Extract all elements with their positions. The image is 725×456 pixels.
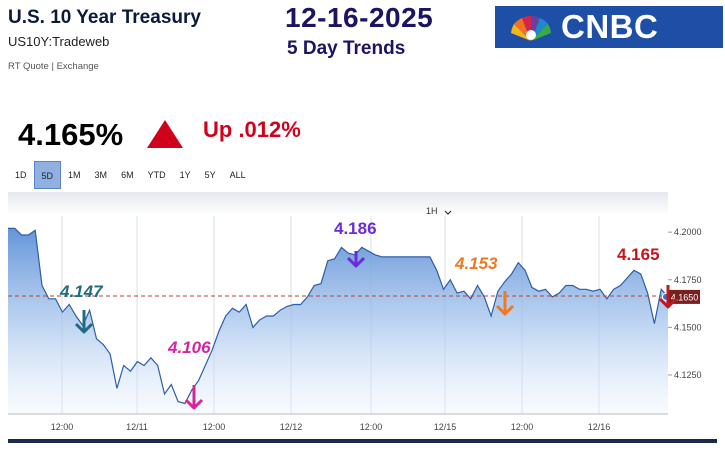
range-selector: 1D 5D 1M 3M 6M YTD 1Y 5Y ALL <box>8 161 253 189</box>
y-tick-label: 4.1500 <box>674 322 702 332</box>
interval-selector[interactable]: 1H <box>426 206 452 216</box>
x-tick-label: 12/11 <box>126 422 148 432</box>
range-1d-button[interactable]: 1D <box>15 170 27 180</box>
annotation-arrow-icon <box>74 310 94 334</box>
price-series-line <box>8 227 669 405</box>
price-chart: 1H 4.1650 4.147 4.106 4.186 4.153 4.165 4.20… <box>8 192 702 432</box>
annotation-label: 4.186 <box>334 219 377 238</box>
up-triangle-icon <box>147 120 183 148</box>
y-tick-label: 4.1750 <box>674 275 702 285</box>
x-tick-label: 12/16 <box>588 422 611 432</box>
range-ytd-button[interactable]: YTD <box>147 170 166 180</box>
page-title: U.S. 10 Year Treasury <box>8 7 201 28</box>
price-area-fill <box>8 228 668 414</box>
x-tick-label: 12/12 <box>280 422 303 432</box>
price-change: Up .012% <box>203 117 301 142</box>
annotation-label: 4.165 <box>617 245 660 264</box>
current-price: 4.165% <box>18 117 124 152</box>
x-tick-label: 12:00 <box>203 422 226 432</box>
cnbc-wordmark: CNBC <box>561 8 659 45</box>
annotation-arrow-icon <box>346 251 366 268</box>
x-tick-label: 12/15 <box>434 422 457 432</box>
annotation-label: 4.153 <box>454 254 498 273</box>
chart-toolbar-band <box>8 192 668 216</box>
chevron-down-icon[interactable] <box>444 210 452 215</box>
bottom-divider <box>8 439 717 443</box>
range-1y-button[interactable]: 1Y <box>179 170 191 180</box>
x-tick-label: 12:00 <box>511 422 534 432</box>
cnbc-logo: CNBC <box>495 6 723 48</box>
annotation-arrow-icon <box>658 285 678 309</box>
annotation-arrow-icon <box>184 385 204 410</box>
annotation-arrow-icon <box>495 291 515 316</box>
interval-label[interactable]: 1H <box>426 206 438 216</box>
annotation-label: 4.106 <box>167 338 211 357</box>
peacock-icon <box>511 16 551 41</box>
annotation-label: 4.147 <box>59 282 104 301</box>
range-6m-button[interactable]: 6M <box>121 170 134 180</box>
symbol-label: US10Y:Tradeweb <box>8 34 110 49</box>
range-5y-button[interactable]: 5Y <box>204 170 216 180</box>
y-tick-label: 4.1250 <box>674 370 702 380</box>
trend-subtitle: 5 Day Trends <box>287 38 406 59</box>
current-value-label: 4.1650 <box>671 292 699 302</box>
x-tick-label: 12:00 <box>51 422 74 432</box>
range-3m-button[interactable]: 3M <box>94 170 108 180</box>
date-heading: 12-16-2025 <box>285 2 434 33</box>
quote-source-note: RT Quote | Exchange <box>8 61 99 72</box>
x-tick-label: 12:00 <box>360 422 383 432</box>
y-tick-label: 4.2000 <box>674 227 702 237</box>
current-value-box <box>669 289 700 304</box>
range-all-button[interactable]: ALL <box>229 170 246 180</box>
range-5d-button[interactable]: 5D <box>33 161 62 189</box>
range-1m-button[interactable]: 1M <box>68 170 81 180</box>
chart-area: 1H 4.1650 4.147 4.106 4.186 4.153 4.165 4.20… <box>0 192 725 451</box>
